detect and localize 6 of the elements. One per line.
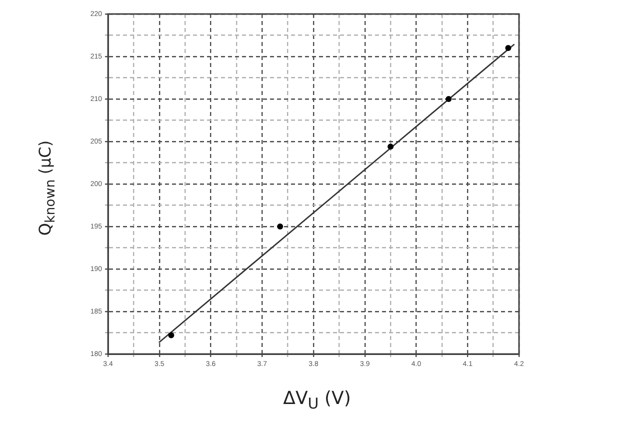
x-axis-title: ΔV$_{U}$ (V) <box>282 388 352 413</box>
point <box>505 45 512 51</box>
point <box>277 224 284 230</box>
point <box>446 96 452 102</box>
point <box>388 144 394 150</box>
point <box>168 332 174 338</box>
